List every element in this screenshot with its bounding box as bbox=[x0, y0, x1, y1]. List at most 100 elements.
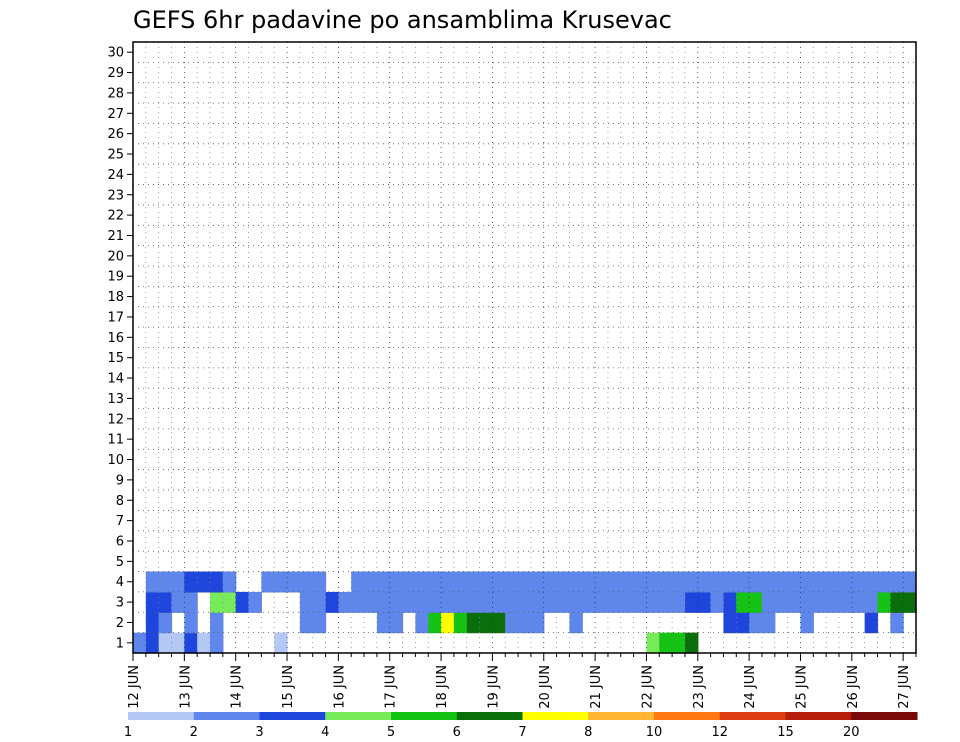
heatmap-cell bbox=[761, 591, 776, 613]
heatmap-cell bbox=[261, 571, 275, 593]
heatmap-cell bbox=[903, 591, 917, 613]
legend-swatch bbox=[719, 712, 786, 720]
heatmap-cell bbox=[659, 591, 673, 613]
y-tick-label: 2 bbox=[116, 616, 124, 631]
legend-label: 15 bbox=[777, 725, 794, 740]
heatmap-cell bbox=[299, 571, 314, 593]
x-tick-label: 22 JUN bbox=[640, 665, 655, 709]
heatmap-cell bbox=[466, 571, 481, 593]
legend-swatch bbox=[325, 712, 392, 720]
heatmap-cell bbox=[569, 612, 583, 634]
y-tick-label: 13 bbox=[107, 392, 124, 407]
legend-swatch bbox=[851, 712, 918, 720]
heatmap-cell bbox=[274, 632, 288, 654]
y-tick-label: 24 bbox=[107, 168, 124, 183]
heatmap-cell bbox=[864, 591, 879, 613]
legend-swatch bbox=[456, 712, 523, 720]
heatmap-cell bbox=[761, 612, 776, 634]
legend-swatch bbox=[128, 712, 195, 720]
heatmap-cell bbox=[659, 632, 673, 654]
y-tick-label: 5 bbox=[116, 555, 124, 570]
heatmap-cell bbox=[761, 571, 776, 593]
heatmap-cell bbox=[607, 571, 622, 593]
x-tick-label: 12 JUN bbox=[127, 665, 142, 709]
x-tick-label: 14 JUN bbox=[230, 665, 245, 709]
y-tick-label: 23 bbox=[107, 188, 124, 203]
y-tick-label: 30 bbox=[107, 46, 124, 61]
x-tick-label: 18 JUN bbox=[435, 665, 450, 709]
heatmap-cell bbox=[145, 591, 160, 613]
y-tick-label: 18 bbox=[107, 290, 124, 305]
heatmap-cell bbox=[800, 571, 814, 593]
heatmap-cell bbox=[184, 591, 198, 613]
heatmap-cell bbox=[864, 571, 879, 593]
heatmap-cell bbox=[364, 591, 378, 613]
heatmap-cell bbox=[838, 571, 853, 593]
heatmap-cell bbox=[441, 591, 455, 613]
x-axis: 12 JUN 13 JUN 14 JUN 15 JUN 16 JUN 17 JUN 18 J… bbox=[127, 653, 917, 709]
heatmap-cell bbox=[543, 591, 558, 613]
legend-swatch bbox=[522, 712, 589, 720]
heatmap-cell bbox=[864, 612, 879, 634]
x-tick-label: 16 JUN bbox=[332, 665, 347, 709]
heatmap-cell bbox=[851, 571, 866, 593]
heatmap-cell bbox=[364, 571, 378, 593]
x-tick-label: 26 JUN bbox=[846, 665, 861, 709]
legend-label: 4 bbox=[321, 725, 329, 740]
heatmap-cell bbox=[749, 612, 763, 634]
y-tick-label: 21 bbox=[107, 229, 124, 244]
y-tick-label: 6 bbox=[116, 534, 124, 549]
heatmap-cell bbox=[235, 591, 250, 613]
heatmap-cell bbox=[376, 612, 391, 634]
heatmap-cell bbox=[248, 591, 262, 613]
heatmap-cell bbox=[479, 571, 494, 593]
heatmap-cell bbox=[338, 591, 352, 613]
heatmap-cell bbox=[890, 571, 904, 593]
heatmap-cell bbox=[197, 632, 211, 654]
heatmap-cell bbox=[441, 571, 455, 593]
y-axis: 1234567891011121314151617181920212223242… bbox=[107, 46, 133, 651]
heatmap-cell bbox=[402, 571, 416, 593]
legend-swatch bbox=[654, 712, 721, 720]
heatmap-cell bbox=[274, 571, 288, 593]
heatmap-cell bbox=[826, 591, 840, 613]
heatmap-cell bbox=[556, 571, 571, 593]
heatmap-cell bbox=[556, 591, 571, 613]
heatmap-cell bbox=[453, 571, 468, 593]
heatmap-cell bbox=[736, 591, 750, 613]
heatmap-cell bbox=[145, 632, 160, 654]
legend-swatch bbox=[391, 712, 458, 720]
heatmap-cell bbox=[145, 571, 160, 593]
heatmap-cell bbox=[672, 571, 686, 593]
x-tick-label: 24 JUN bbox=[743, 665, 758, 709]
legend-swatch bbox=[193, 712, 260, 720]
heatmap-cell bbox=[492, 591, 506, 613]
legend-swatch bbox=[259, 712, 326, 720]
heatmap-cell bbox=[210, 571, 224, 593]
heatmap-cell bbox=[543, 571, 558, 593]
heatmap-cell bbox=[774, 571, 789, 593]
heatmap-cell bbox=[890, 591, 904, 613]
heatmap-cell bbox=[415, 612, 429, 634]
heatmap-cell bbox=[646, 591, 660, 613]
heatmap-cell bbox=[595, 571, 609, 593]
heatmap-cell bbox=[736, 571, 750, 593]
heatmap-cell bbox=[171, 571, 185, 593]
legend-label: 8 bbox=[584, 725, 592, 740]
heatmap-cell bbox=[158, 571, 173, 593]
heatmap-cell bbox=[518, 591, 532, 613]
heatmap-cell bbox=[530, 612, 545, 634]
heatmap-cell bbox=[903, 571, 917, 593]
heatmap-cell bbox=[684, 632, 699, 654]
heatmap-cell bbox=[415, 571, 429, 593]
heatmap-cell bbox=[518, 571, 532, 593]
heatmap-cell bbox=[672, 591, 686, 613]
legend-swatch bbox=[785, 712, 852, 720]
y-tick-label: 7 bbox=[116, 514, 124, 529]
heatmap-cell bbox=[697, 571, 712, 593]
heatmap-cell bbox=[723, 591, 737, 613]
legend-label: 20 bbox=[843, 725, 860, 740]
heatmap-cell bbox=[877, 591, 891, 613]
heatmap-cell bbox=[133, 632, 147, 654]
x-tick-label: 20 JUN bbox=[538, 665, 553, 709]
